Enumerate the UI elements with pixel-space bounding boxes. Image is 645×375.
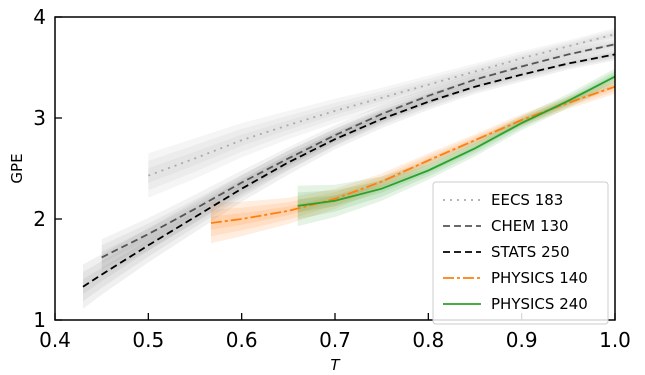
line-physics-240 [297, 75, 616, 207]
band-eecs-183-1 [148, 30, 616, 191]
legend-label-physics-240: PHYSICS 240 [491, 295, 588, 313]
y-tick-label: 4 [33, 5, 46, 29]
band-eecs-183-0 [148, 28, 616, 198]
x-tick-label: 0.7 [319, 328, 351, 352]
band-physics-140-1 [210, 82, 615, 237]
x-tick-label: 0.9 [506, 328, 538, 352]
series-lines [82, 33, 616, 288]
confidence-bands [83, 28, 616, 309]
line-chem-130 [101, 43, 616, 259]
y-axis-label: GPE [8, 153, 26, 183]
x-axis-label: T [330, 356, 341, 374]
y-tick-label: 2 [33, 207, 46, 231]
legend: EECS 183 CHEM 130 STATS 250 PHYSICS 140 PHYS… [432, 181, 609, 325]
legend-label-chem-130: CHEM 130 [491, 217, 569, 235]
band-physics-240-1 [297, 71, 615, 220]
legend-label-eecs-183: EECS 183 [491, 191, 563, 209]
x-tick-label: 0.5 [132, 328, 164, 352]
x-tick-label: 0.4 [39, 328, 71, 352]
y-tick-label: 1 [33, 308, 46, 332]
x-tick-label: 1.0 [599, 328, 631, 352]
legend-box [432, 181, 609, 325]
band-physics-140-2 [210, 84, 615, 230]
band-physics-240-2 [297, 73, 615, 213]
line-stats-250 [82, 53, 616, 288]
x-tick-label: 0.8 [412, 328, 444, 352]
axis-ticks: 0.4 0.5 0.6 0.7 0.8 0.9 1.0 1 2 3 4 [33, 5, 631, 352]
y-tick-label: 3 [33, 106, 46, 130]
x-tick-label: 0.6 [226, 328, 258, 352]
band-eecs-183-2 [148, 32, 616, 183]
line-eecs-183 [147, 33, 616, 177]
legend-label-stats-250: STATS 250 [491, 243, 570, 261]
legend-label-physics-140: PHYSICS 140 [491, 269, 588, 287]
band-physics-240-0 [297, 68, 615, 227]
band-physics-140-0 [210, 79, 615, 244]
